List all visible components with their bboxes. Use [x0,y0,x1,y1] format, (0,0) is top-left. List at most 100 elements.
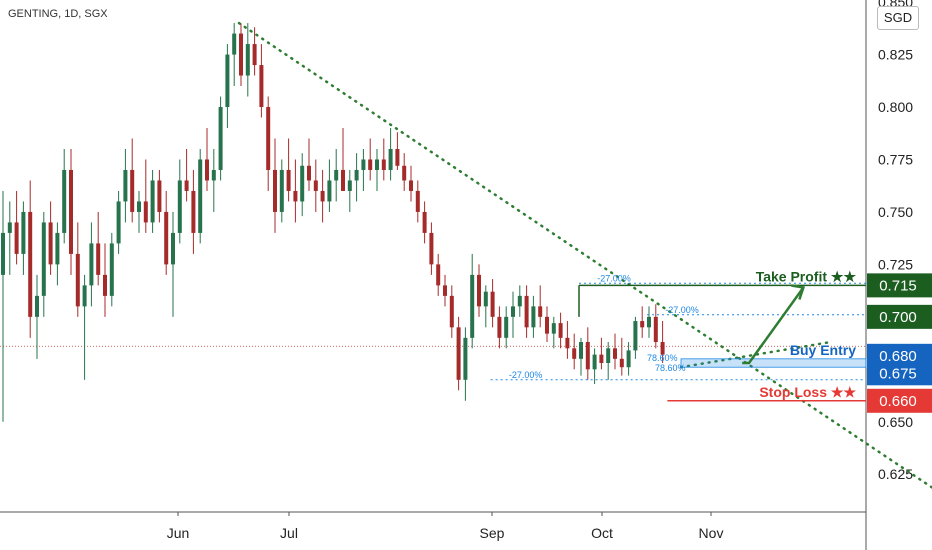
candle-body [218,107,223,170]
take_profit-label: Take Profit ★★ [756,268,857,284]
candle-body [470,274,475,338]
candle-body [116,201,121,244]
y-tick-label: 0.850 [878,0,913,10]
candle-body [551,323,556,334]
candle-body [545,316,549,334]
candle-body [327,180,332,202]
candle-body [490,291,495,317]
candle-body [402,165,407,181]
y-tick-label: 0.725 [878,256,913,272]
candle-body [252,44,257,66]
stop_loss-price-badge [867,388,932,413]
candle-body [524,295,529,328]
tp2-price-badge [867,304,932,329]
x-tick-label: Nov [699,525,724,541]
fib-zone-label: 78.60% [655,363,686,373]
candle-body [35,295,39,317]
candle-body [48,222,53,265]
y-tick-label: 0.750 [878,204,913,220]
candle-body [171,232,175,265]
currency-badge[interactable]: SGD [877,6,919,30]
candle-body [647,316,651,328]
y-tick-label: 0.650 [878,414,913,430]
candle-body [592,354,597,370]
candle-body [205,159,209,181]
candle-body [599,354,604,364]
buy_entry_low-price-badge [867,361,932,386]
candle-body [82,285,87,307]
candle-body [347,180,352,191]
candle-body [164,211,169,265]
candle-body [585,342,590,370]
candle-body [579,342,583,359]
candle-body [429,232,434,265]
candle-body [259,65,264,108]
candle-body [361,159,366,170]
candle-body [422,211,427,233]
candle-body [75,253,80,307]
candle-body [477,274,481,307]
candle-body [354,169,359,181]
candle-body [21,211,26,254]
candle-body [640,321,645,328]
candle-body [449,295,454,328]
candle-body [89,243,94,286]
y-tick-label: 0.775 [878,151,913,167]
candle-body [436,264,441,286]
candle-body [245,44,250,76]
candle-body [123,169,128,202]
candle-body [572,348,577,359]
candle-body [266,107,271,170]
candle-body [626,350,631,368]
stop_loss-price-text: 0.660 [879,393,917,410]
candle-body [130,169,135,212]
candle-body [409,180,413,191]
candle-body [239,33,243,76]
y-tick-label: 0.625 [878,466,913,482]
candle-body [55,232,60,265]
candle-body [62,169,67,233]
candle-body [137,201,141,212]
y-tick-label: 0.825 [878,47,913,63]
candle-body [633,321,638,351]
buy_entry-price-text: 0.680 [879,348,917,365]
candle-body [531,306,536,328]
forecast-arrow [742,286,805,365]
fib-extension-label: -27.00% [665,305,699,315]
candle-body [504,316,509,338]
candle-body [517,295,522,307]
candle-body [660,342,665,355]
candle-body [565,337,570,349]
candle-body [558,323,563,338]
candle-body [177,180,182,233]
candle-body [375,159,379,170]
candle-body [69,169,73,254]
x-tick-label: Jun [167,525,190,541]
candle-body [381,159,386,170]
x-tick-label: Oct [591,525,613,541]
candle-body [198,159,203,233]
candle-body [538,306,543,317]
candle-body [41,222,46,296]
x-tick-label: Sep [480,525,505,541]
candle-body [483,291,488,307]
candle-body [184,180,189,191]
fib-zone-label: 78.60% [647,353,678,363]
y-tick-label: 0.800 [878,99,913,115]
candle-body [368,159,373,170]
candle-body [28,211,33,317]
candle-body [286,169,291,191]
candle-body [456,327,461,380]
fib-extension-label: -27.00% [509,370,543,380]
take_profit-price-text: 0.715 [879,277,917,294]
candle-body [7,222,12,233]
candle-body [320,190,325,202]
candle-body [103,274,107,296]
candle-body [157,180,162,212]
candle-body [109,243,114,296]
candle-body [143,201,148,223]
candle-body [307,165,311,181]
downtrend-line [237,21,932,489]
candle-body [150,180,155,223]
